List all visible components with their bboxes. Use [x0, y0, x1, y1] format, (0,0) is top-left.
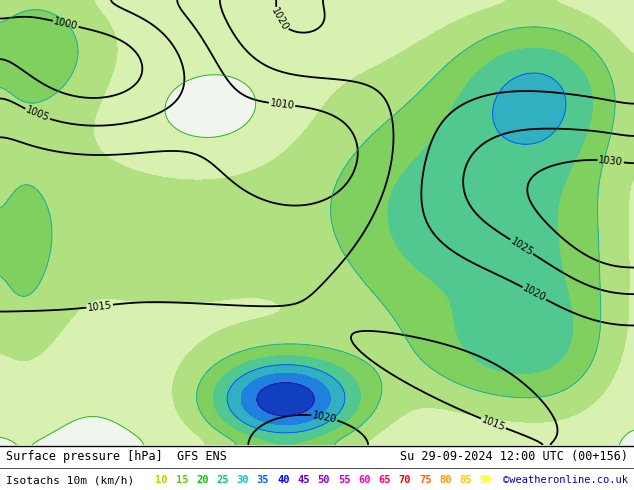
Text: Su 29-09-2024 12:00 UTC (00+156): Su 29-09-2024 12:00 UTC (00+156)	[399, 450, 628, 463]
Text: 1020: 1020	[269, 6, 290, 33]
Text: 15: 15	[176, 475, 188, 485]
Text: 20: 20	[196, 475, 209, 485]
Text: 45: 45	[297, 475, 310, 485]
Text: 80: 80	[439, 475, 452, 485]
Text: 10: 10	[155, 475, 168, 485]
Text: 35: 35	[257, 475, 269, 485]
Text: 55: 55	[338, 475, 351, 485]
Text: 90: 90	[480, 475, 493, 485]
Text: 50: 50	[318, 475, 330, 485]
Text: 85: 85	[460, 475, 472, 485]
Text: 1020: 1020	[311, 410, 337, 424]
Text: 30: 30	[236, 475, 249, 485]
Text: 40: 40	[277, 475, 290, 485]
Text: 1030: 1030	[598, 155, 623, 167]
Text: 1025: 1025	[508, 236, 534, 258]
Text: ©weatheronline.co.uk: ©weatheronline.co.uk	[503, 475, 628, 485]
Text: 25: 25	[216, 475, 229, 485]
Text: 1000: 1000	[53, 16, 79, 31]
Text: 1015: 1015	[480, 415, 507, 433]
Text: Isotachs 10m (km/h): Isotachs 10m (km/h)	[6, 475, 134, 485]
Text: 1020: 1020	[521, 283, 548, 303]
Text: 1015: 1015	[87, 300, 112, 313]
Text: Surface pressure [hPa]  GFS ENS: Surface pressure [hPa] GFS ENS	[6, 450, 227, 463]
Text: 65: 65	[378, 475, 391, 485]
Text: 1005: 1005	[24, 105, 51, 123]
Text: 1010: 1010	[269, 98, 295, 111]
Text: 75: 75	[419, 475, 432, 485]
Text: 70: 70	[399, 475, 411, 485]
Text: 60: 60	[358, 475, 371, 485]
